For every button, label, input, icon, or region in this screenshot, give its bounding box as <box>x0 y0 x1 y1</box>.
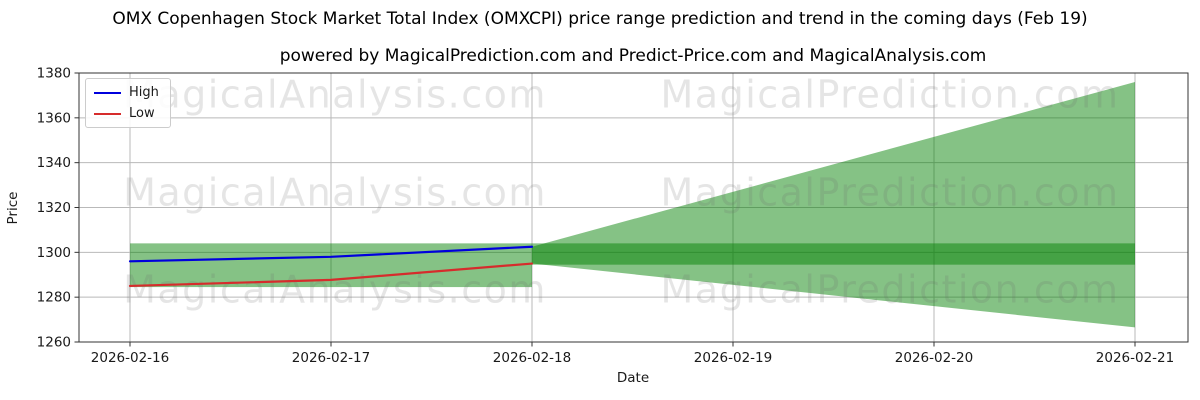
legend: High Low <box>85 78 171 128</box>
watermark-text: MagicalAnalysis.com <box>123 268 547 312</box>
x-tick-label: 2026-02-20 <box>895 350 973 366</box>
chart-title: OMX Copenhagen Stock Market Total Index … <box>112 9 1088 29</box>
watermark-text: MagicalPrediction.com <box>661 171 1120 215</box>
prediction-horizontal-band <box>532 243 1135 265</box>
high-line-swatch <box>94 91 121 94</box>
low-line-swatch <box>94 112 121 115</box>
watermark-text: MagicalAnalysis.com <box>123 171 547 215</box>
low-line <box>128 262 534 288</box>
y-tick-label: 1380 <box>37 66 71 82</box>
high-line <box>128 245 534 263</box>
legend-item-high: High <box>94 84 162 101</box>
y-tick-label: 1300 <box>37 245 71 261</box>
x-axis-label: Date <box>616 370 650 386</box>
y-tick-label: 1260 <box>37 335 71 351</box>
y-tick-label: 1340 <box>37 155 71 171</box>
y-tick-label: 1280 <box>37 290 71 306</box>
prediction-cone <box>532 81 1135 328</box>
x-tick-label: 2026-02-17 <box>292 350 370 366</box>
legend-label-high: High <box>129 85 159 100</box>
x-tick-label: 2026-02-18 <box>493 350 571 366</box>
x-tick-label: 2026-02-19 <box>694 350 772 366</box>
watermark-text: MagicalPrediction.com <box>661 73 1120 117</box>
x-tick-label: 2026-02-16 <box>91 350 169 366</box>
watermark-text: MagicalAnalysis.com <box>123 73 547 117</box>
x-tick-label: 2026-02-21 <box>1096 350 1174 366</box>
legend-label-low: Low <box>129 106 155 121</box>
y-axis-label: Price <box>5 191 21 225</box>
y-tick-label: 1320 <box>37 200 71 216</box>
legend-item-low: Low <box>94 105 162 122</box>
y-tick-label: 1360 <box>37 110 71 126</box>
watermark-text: MagicalPrediction.com <box>661 268 1120 312</box>
chart-subtitle: powered by MagicalPrediction.com and Pre… <box>279 46 987 66</box>
